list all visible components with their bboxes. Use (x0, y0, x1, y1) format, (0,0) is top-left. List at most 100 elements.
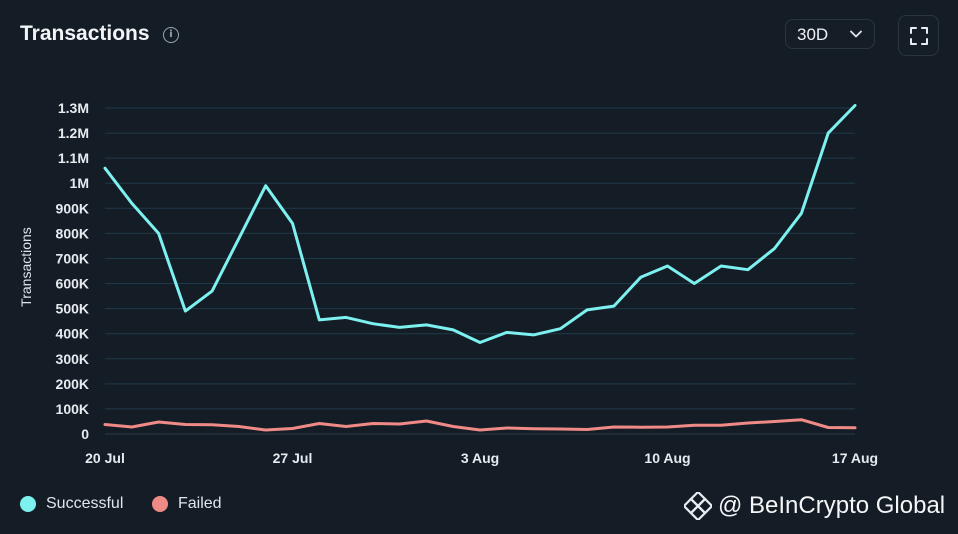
page-title: Transactions (20, 22, 150, 45)
data-point-failed[interactable] (849, 422, 861, 434)
watermark-text: @ BeInCrypto Global (718, 492, 946, 519)
data-point-failed[interactable] (340, 420, 352, 432)
data-point-successful[interactable] (688, 278, 700, 290)
data-point-failed[interactable] (554, 423, 566, 435)
y-tick-label: 900K (56, 200, 89, 216)
beincrypto-logo-icon (684, 492, 712, 520)
data-point-failed[interactable] (608, 421, 620, 433)
legend-label-successful: Successful (46, 495, 124, 512)
data-point-failed[interactable] (501, 422, 513, 434)
data-point-successful[interactable] (206, 285, 218, 297)
data-point-successful[interactable] (99, 162, 111, 174)
y-tick-label: 200K (56, 376, 89, 392)
data-point-successful[interactable] (447, 324, 459, 336)
x-tick-label: 20 Jul (85, 450, 125, 466)
data-point-successful[interactable] (474, 336, 486, 348)
data-point-failed[interactable] (769, 415, 781, 427)
y-tick-label: 500K (56, 301, 89, 317)
data-point-successful[interactable] (608, 300, 620, 312)
data-point-successful[interactable] (769, 242, 781, 254)
info-icon[interactable]: i (163, 27, 179, 43)
data-point-failed[interactable] (688, 419, 700, 431)
data-point-failed[interactable] (233, 420, 245, 432)
data-point-successful[interactable] (742, 264, 754, 276)
data-point-successful[interactable] (420, 319, 432, 331)
data-point-successful[interactable] (313, 314, 325, 326)
y-axis-label: Transactions (18, 227, 34, 307)
y-axis-ticks: 0 100K 200K 300K 400K 500K 600K 700K 800K 900K 1M 1… (56, 100, 90, 442)
data-point-failed[interactable] (126, 421, 138, 433)
y-tick-label: 1M (70, 175, 89, 191)
data-point-successful[interactable] (715, 260, 727, 272)
series-line-successful[interactable] (103, 104, 857, 344)
data-point-failed[interactable] (742, 417, 754, 429)
data-point-successful[interactable] (822, 127, 834, 139)
y-tick-label: 700K (56, 250, 89, 266)
data-point-successful[interactable] (849, 99, 861, 111)
fullscreen-icon (910, 27, 928, 45)
data-point-successful[interactable] (528, 329, 540, 341)
grid-lines (105, 107, 855, 435)
y-tick-label: 400K (56, 326, 89, 342)
data-point-successful[interactable] (581, 304, 593, 316)
data-point-failed[interactable] (394, 418, 406, 430)
data-point-failed[interactable] (179, 418, 191, 430)
transactions-chart: 0 100K 200K 300K 400K 500K 600K 700K 800K 900K 1M 1… (18, 99, 878, 466)
data-point-failed[interactable] (206, 419, 218, 431)
data-point-successful[interactable] (179, 305, 191, 317)
data-point-failed[interactable] (99, 418, 111, 430)
data-point-successful[interactable] (126, 197, 138, 209)
legend-item-failed[interactable]: Failed (152, 495, 222, 513)
chevron-down-icon (850, 30, 862, 38)
data-point-failed[interactable] (260, 424, 272, 436)
range-select-value: 30D (797, 25, 829, 44)
y-tick-label: 800K (56, 225, 89, 241)
y-tick-label: 1.3M (58, 100, 89, 116)
range-select[interactable]: 30D (785, 19, 875, 49)
series-line-failed[interactable] (103, 418, 857, 432)
data-point-successful[interactable] (233, 232, 245, 244)
data-point-successful[interactable] (795, 207, 807, 219)
data-point-successful[interactable] (153, 227, 165, 239)
y-tick-label: 100K (56, 401, 89, 417)
data-point-successful[interactable] (260, 180, 272, 192)
legend-item-successful[interactable]: Successful (20, 495, 123, 513)
y-tick-label: 0 (81, 426, 89, 442)
data-point-failed[interactable] (822, 421, 834, 433)
data-point-failed[interactable] (528, 423, 540, 435)
data-point-successful[interactable] (340, 311, 352, 323)
data-point-failed[interactable] (715, 419, 727, 431)
x-tick-label: 17 Aug (832, 450, 878, 466)
data-point-successful[interactable] (635, 271, 647, 283)
y-tick-label: 300K (56, 351, 89, 367)
data-point-successful[interactable] (367, 318, 379, 330)
data-point-successful[interactable] (501, 326, 513, 338)
x-tick-label: 3 Aug (461, 450, 499, 466)
x-tick-label: 10 Aug (644, 450, 690, 466)
legend-label-failed: Failed (178, 495, 222, 512)
data-point-failed[interactable] (287, 422, 299, 434)
y-tick-label: 1.2M (58, 125, 89, 141)
data-point-successful[interactable] (554, 323, 566, 335)
data-point-failed[interactable] (635, 421, 647, 433)
x-tick-label: 27 Jul (273, 450, 313, 466)
data-point-failed[interactable] (447, 420, 459, 432)
y-tick-label: 600K (56, 276, 89, 292)
data-point-failed[interactable] (313, 417, 325, 429)
data-point-failed[interactable] (581, 423, 593, 435)
x-axis-ticks: 20 Jul 27 Jul 3 Aug 10 Aug 17 Aug (85, 450, 878, 466)
data-point-failed[interactable] (795, 414, 807, 426)
fullscreen-button[interactable] (898, 15, 939, 56)
data-point-failed[interactable] (662, 421, 674, 433)
failed-swatch (152, 496, 168, 512)
data-point-successful[interactable] (287, 217, 299, 229)
data-point-successful[interactable] (394, 321, 406, 333)
data-point-failed[interactable] (420, 415, 432, 427)
data-point-failed[interactable] (153, 416, 165, 428)
data-point-failed[interactable] (474, 424, 486, 436)
series-layer (99, 99, 861, 436)
data-point-failed[interactable] (367, 417, 379, 429)
successful-swatch (20, 496, 36, 512)
data-point-successful[interactable] (662, 260, 674, 272)
y-tick-label: 1.1M (58, 150, 89, 166)
